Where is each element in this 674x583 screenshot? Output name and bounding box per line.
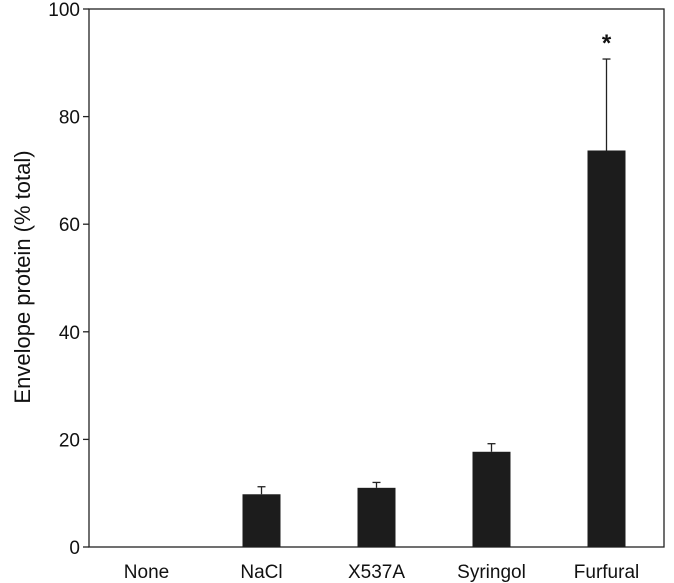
- x-tick-label: Syringol: [457, 562, 526, 583]
- y-tick-label: 20: [59, 430, 80, 451]
- bar-furfural: [587, 150, 626, 547]
- plot-area: 0 20 40 60 80 100 None NaCl X537A Syringol Furfura…: [48, 0, 665, 583]
- y-tick-label: 80: [59, 108, 80, 129]
- bar-nacl: [242, 494, 281, 547]
- y-tick-label: 40: [59, 323, 80, 344]
- y-axis-title: Envelope protein (% total): [10, 150, 35, 403]
- significance-marker: *: [602, 30, 612, 57]
- x-tick-label: X537A: [348, 562, 405, 583]
- y-tick-label: 100: [48, 0, 80, 21]
- x-tick-label: None: [124, 562, 169, 583]
- x-tick-label: NaCl: [240, 562, 282, 583]
- plot-frame: [88, 8, 665, 548]
- y-tick-label: 0: [69, 538, 80, 559]
- x-tick-label: Furfural: [574, 562, 639, 583]
- bar-x537a: [357, 487, 396, 547]
- bar-syringol: [472, 451, 511, 547]
- y-tick-label: 60: [59, 215, 80, 236]
